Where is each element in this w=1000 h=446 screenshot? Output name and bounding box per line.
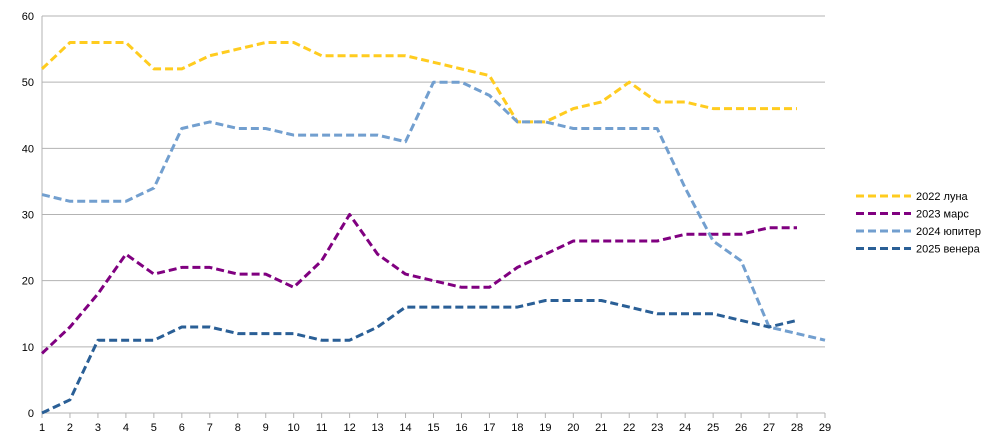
x-tick-label: 28 [791, 422, 803, 434]
x-tick-label: 16 [455, 422, 467, 434]
y-axis-ticks: 0 10 20 30 40 50 60 [22, 11, 34, 420]
x-tick-label: 5 [151, 422, 157, 434]
x-axis-ticks: 1 2 3 4 5 6 7 8 9 10 11 12 13 14 15 16 17 18 19 20 21 22 23 24 2… [39, 413, 831, 434]
x-tick-label: 27 [763, 422, 775, 434]
x-tick-label: 8 [235, 422, 241, 434]
legend-item: 2025 венера [856, 244, 981, 256]
x-tick-label: 3 [95, 422, 101, 434]
x-tick-label: 29 [819, 422, 831, 434]
x-tick-label: 13 [371, 422, 383, 434]
x-tick-label: 7 [207, 422, 213, 434]
x-tick-label: 20 [567, 422, 579, 434]
y-tick-label: 20 [22, 276, 34, 288]
x-tick-label: 9 [263, 422, 269, 434]
series-line-2 [40, 213, 797, 355]
x-tick-label: 12 [343, 422, 355, 434]
legend-item: 2023 марс [856, 209, 969, 221]
x-tick-label: 19 [539, 422, 551, 434]
series-line-1 [40, 41, 797, 124]
grid-lines [42, 15, 825, 414]
x-tick-label: 23 [651, 422, 663, 434]
series-line-3 [41, 80, 826, 342]
legend-label: 2025 венера [916, 244, 981, 256]
x-tick-label: 24 [679, 422, 691, 434]
legend-item: 2022 луна [856, 191, 969, 203]
series-lines [40, 41, 826, 415]
x-tick-label: 14 [399, 422, 411, 434]
y-tick-label: 10 [22, 342, 34, 354]
x-tick-label: 11 [316, 422, 327, 434]
series-line-4 [41, 299, 798, 415]
y-tick-label: 40 [22, 143, 34, 155]
x-tick-label: 21 [595, 422, 607, 434]
y-tick-label: 0 [28, 408, 34, 420]
x-tick-label: 10 [288, 422, 300, 434]
x-tick-label: 15 [427, 422, 439, 434]
x-tick-label: 6 [179, 422, 185, 434]
x-tick-label: 18 [511, 422, 523, 434]
x-tick-label: 26 [735, 422, 747, 434]
x-tick-label: 1 [39, 422, 45, 434]
legend-label: 2022 луна [916, 191, 969, 203]
x-tick-label: 2 [67, 422, 73, 434]
x-tick-label: 22 [623, 422, 635, 434]
legend-label: 2023 марс [916, 209, 969, 221]
x-tick-label: 4 [123, 422, 129, 434]
legend-item: 2024 юпитер [856, 226, 981, 238]
legend: 2022 луна 2023 марс 2024 юпитер 2025 венера [856, 191, 981, 256]
x-tick-label: 25 [707, 422, 719, 434]
y-tick-label: 60 [22, 11, 34, 23]
y-tick-label: 30 [22, 210, 34, 222]
y-tick-label: 50 [22, 77, 34, 89]
x-tick-label: 17 [483, 422, 495, 434]
legend-label: 2024 юпитер [916, 226, 981, 238]
